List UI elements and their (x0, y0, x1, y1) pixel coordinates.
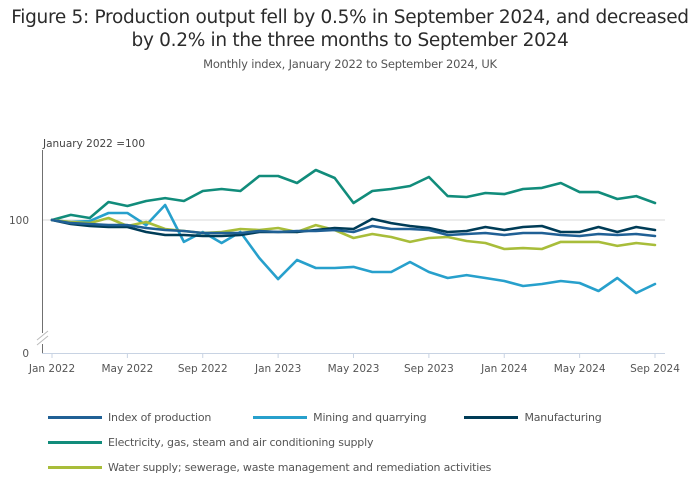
legend-item-mining-and-quarrying: Mining and quarrying (253, 411, 427, 424)
legend-label: Water supply; sewerage, waste management… (108, 461, 492, 474)
y-tick-label: 0 (22, 348, 29, 360)
line-chart: 0 100 January 2022 =100 Jan 2022 May 2022 Sep… (9, 138, 680, 375)
x-tick-label: Jan 2024 (480, 363, 528, 375)
legend-swatch (253, 416, 308, 419)
legend-item-water-supply: Water supply; sewerage, waste management… (48, 461, 491, 474)
y-tick-label: 100 (9, 215, 29, 227)
y-axis-label: January 2022 =100 (42, 138, 145, 150)
chart-legend: Index of production Mining and quarrying… (48, 405, 688, 480)
x-tick-label: Jan 2022 (28, 363, 75, 375)
series-line-index-of-production (50, 218, 657, 238)
legend-swatch (48, 441, 102, 444)
chart-subtitle: Monthly index, January 2022 to September… (203, 57, 497, 71)
series-line-water-supply-sewerage-waste-management-and-remediation-activities (50, 216, 657, 251)
chart-title: Figure 5: Production output fell by 0.5%… (11, 7, 689, 51)
legend-label: Manufacturing (524, 411, 602, 424)
x-tick-label: Jan 2023 (254, 363, 301, 375)
x-tick-label: May 2022 (101, 363, 153, 375)
x-tick-label: May 2024 (554, 363, 606, 375)
series-line-mining-and-quarrying (50, 203, 657, 295)
legend-swatch (48, 416, 102, 419)
x-tick-label: Sep 2024 (630, 363, 680, 375)
axis-break-mark (36, 335, 49, 346)
legend-item-electricity: Electricity, gas, steam and air conditio… (48, 436, 373, 449)
x-tick-label: May 2023 (328, 363, 380, 375)
x-tick-label: Sep 2022 (178, 363, 228, 375)
series-line-electricity-gas-steam-and-air-conditioning-supply (50, 168, 657, 222)
legend-label: Electricity, gas, steam and air conditio… (108, 436, 374, 449)
series-line-manufacturing (50, 217, 657, 238)
legend-label: Mining and quarrying (313, 411, 427, 424)
x-tick-label: Sep 2023 (404, 363, 454, 375)
legend-swatch (48, 466, 102, 469)
legend-item-manufacturing: Manufacturing (464, 411, 602, 424)
legend-item-index-of-production: Index of production (48, 411, 211, 424)
axis-break-mark (36, 330, 49, 341)
legend-label: Index of production (108, 411, 212, 424)
legend-swatch (464, 416, 519, 419)
